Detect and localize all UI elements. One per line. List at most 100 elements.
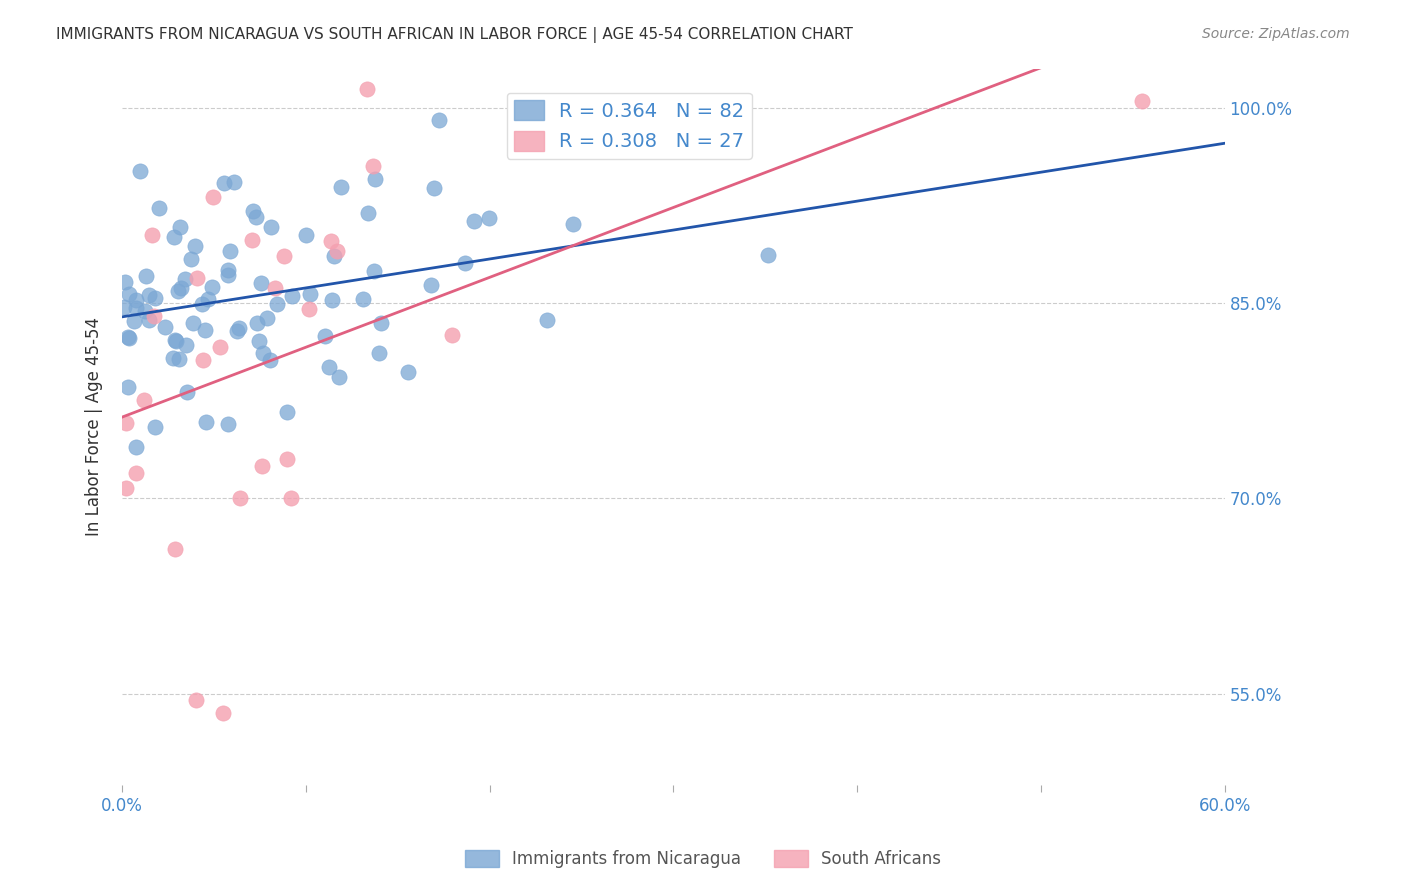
Point xyxy=(174,337,197,351)
Point xyxy=(329,180,352,194)
Point xyxy=(229,491,252,505)
Point xyxy=(276,405,298,419)
Point xyxy=(115,416,138,430)
Point xyxy=(118,331,141,345)
Point xyxy=(153,319,176,334)
Point xyxy=(266,297,288,311)
Point xyxy=(276,451,298,466)
Point xyxy=(201,190,224,204)
Point xyxy=(297,301,319,316)
Point xyxy=(217,263,239,277)
Point xyxy=(124,440,146,454)
Point xyxy=(250,276,273,290)
Point xyxy=(314,328,336,343)
Point xyxy=(143,420,166,434)
Point xyxy=(169,219,191,234)
Point xyxy=(125,301,148,315)
Point xyxy=(281,288,304,302)
Point xyxy=(212,177,235,191)
Point xyxy=(252,346,274,360)
Point xyxy=(363,264,385,278)
Text: IMMIGRANTS FROM NICARAGUA VS SOUTH AFRICAN IN LABOR FORCE | AGE 45-54 CORRELATIO: IMMIGRANTS FROM NICARAGUA VS SOUTH AFRIC… xyxy=(56,27,853,43)
Point xyxy=(134,304,156,318)
Point xyxy=(219,244,242,259)
Point xyxy=(368,346,391,360)
Point xyxy=(226,324,249,338)
Point xyxy=(125,293,148,307)
Point xyxy=(217,417,239,431)
Point xyxy=(141,227,163,242)
Point xyxy=(478,211,501,225)
Point xyxy=(370,316,392,330)
Point xyxy=(143,291,166,305)
Point xyxy=(561,217,583,231)
Point xyxy=(363,160,385,174)
Point xyxy=(162,351,184,365)
Point xyxy=(356,82,378,96)
Point xyxy=(318,359,340,374)
Point xyxy=(138,312,160,326)
Point xyxy=(208,339,231,353)
Point xyxy=(273,249,295,263)
Point xyxy=(117,329,139,343)
Point xyxy=(463,213,485,227)
Point xyxy=(163,333,186,347)
Point xyxy=(352,293,374,307)
Point xyxy=(217,268,239,282)
Point xyxy=(191,353,214,368)
Point xyxy=(201,279,224,293)
Legend: R = 0.364   N = 82, R = 0.308   N = 27: R = 0.364 N = 82, R = 0.308 N = 27 xyxy=(506,93,752,159)
Point xyxy=(364,172,387,186)
Point xyxy=(299,286,322,301)
Point xyxy=(259,352,281,367)
Point xyxy=(190,297,212,311)
Point xyxy=(184,239,207,253)
Point xyxy=(117,380,139,394)
Point xyxy=(197,292,219,306)
Point xyxy=(186,271,208,285)
Point xyxy=(138,288,160,302)
Point xyxy=(440,328,463,343)
Point xyxy=(246,316,269,330)
Point xyxy=(163,230,186,244)
Point xyxy=(193,323,215,337)
Point xyxy=(295,227,318,242)
Point xyxy=(128,164,150,178)
Point xyxy=(194,415,217,429)
Point xyxy=(180,252,202,266)
Point xyxy=(357,206,380,220)
Point xyxy=(165,334,187,348)
Point xyxy=(176,385,198,400)
Point xyxy=(240,233,263,247)
Y-axis label: In Labor Force | Age 45-54: In Labor Force | Age 45-54 xyxy=(86,318,103,536)
Point xyxy=(328,369,350,384)
Point xyxy=(184,693,207,707)
Point xyxy=(242,204,264,219)
Point xyxy=(264,281,287,295)
Text: Source: ZipAtlas.com: Source: ZipAtlas.com xyxy=(1202,27,1350,41)
Point xyxy=(280,491,302,505)
Point xyxy=(247,334,270,348)
Point xyxy=(422,181,444,195)
Point xyxy=(260,220,283,235)
Point xyxy=(322,249,344,263)
Point xyxy=(420,277,443,292)
Point xyxy=(454,256,477,270)
Point xyxy=(173,272,195,286)
Point xyxy=(224,175,246,189)
Point xyxy=(122,314,145,328)
Point xyxy=(167,351,190,366)
Legend: Immigrants from Nicaragua, South Africans: Immigrants from Nicaragua, South African… xyxy=(458,843,948,875)
Point xyxy=(114,275,136,289)
Point xyxy=(326,244,349,258)
Point xyxy=(212,706,235,720)
Point xyxy=(321,235,343,249)
Point xyxy=(132,392,155,407)
Point xyxy=(250,459,273,474)
Point xyxy=(112,300,135,314)
Point xyxy=(536,313,558,327)
Point xyxy=(245,211,267,225)
Point xyxy=(256,310,278,325)
Point xyxy=(427,112,450,127)
Point xyxy=(228,321,250,335)
